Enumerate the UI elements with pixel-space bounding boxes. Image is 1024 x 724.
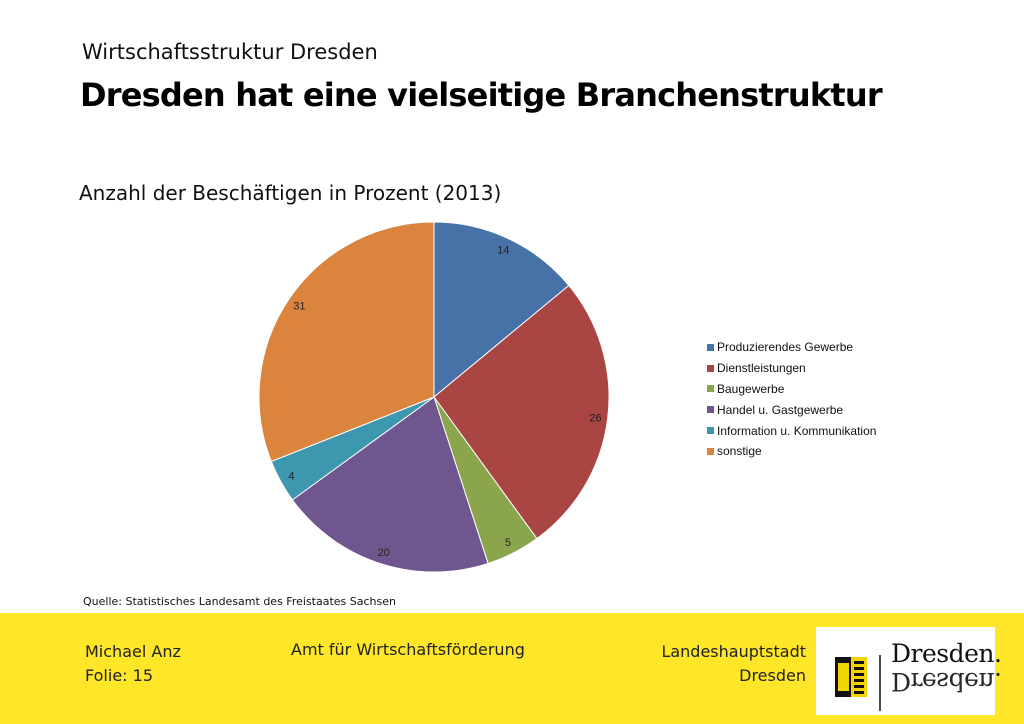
- logo-wordmark: Dresden.: [891, 639, 1002, 668]
- footer-slide-number: Folie: 15: [85, 666, 153, 685]
- pie-data-label: 26: [589, 412, 601, 424]
- legend-swatch: [707, 343, 714, 351]
- source-note: Quelle: Statistisches Landesamt des Frei…: [83, 595, 396, 608]
- footer-city-block: Landeshauptstadt Dresden: [600, 640, 806, 688]
- pie-slice-2: [433, 284, 610, 540]
- legend-swatch: [707, 364, 714, 372]
- slide-supertitle: Wirtschaftsstruktur Dresden: [82, 40, 378, 64]
- legend-item: Handel u. Gastgewerbe: [707, 399, 876, 420]
- legend-swatch: [707, 427, 714, 435]
- footer-city-line1: Landeshauptstadt: [661, 642, 806, 661]
- legend-label: Baugewerbe: [717, 381, 785, 396]
- legend-item: Dienstleistungen: [707, 358, 876, 379]
- legend-label: Dienstleistungen: [717, 361, 806, 376]
- chart-legend: Produzierendes Gewerbe Dienstleistungen Ba…: [707, 337, 876, 462]
- legend-swatch: [707, 406, 714, 414]
- footer-department: Amt für Wirtschaftsförderung: [291, 640, 525, 659]
- slide-title: Dresden hat eine vielseitige Branchenstr…: [80, 76, 883, 114]
- logo-wordmark-reflection: Dresden.: [891, 667, 1002, 696]
- chart-title: Anzahl der Beschäftigen in Prozent (2013…: [79, 181, 502, 205]
- legend-item: sonstige: [707, 441, 876, 462]
- dresden-coat-of-arms-icon: [835, 655, 881, 711]
- footer-bar: Michael Anz Folie: 15 Amt für Wirtschaft…: [0, 613, 1024, 724]
- footer-author-block: Michael Anz Folie: 15: [85, 640, 181, 688]
- legend-label: Produzierendes Gewerbe: [717, 340, 854, 355]
- pie-data-label: 4: [288, 470, 294, 482]
- legend-label: sonstige: [717, 444, 762, 459]
- legend-swatch: [707, 447, 714, 455]
- legend-label: Handel u. Gastgewerbe: [717, 402, 844, 417]
- legend-label: Information u. Kommunikation: [717, 423, 877, 438]
- legend-item: Produzierendes Gewerbe: [707, 337, 876, 358]
- pie-data-label: 31: [293, 301, 305, 313]
- pie-data-label: 14: [497, 245, 509, 257]
- footer-author: Michael Anz: [85, 642, 181, 661]
- footer-city-line2: Dresden: [739, 666, 806, 685]
- pie-slice-6: [258, 221, 435, 463]
- pie-slice-4: [291, 396, 489, 573]
- legend-item: Information u. Kommunikation: [707, 420, 876, 441]
- dresden-logo: Dresden. Dresden.: [816, 627, 1002, 715]
- legend-swatch: [707, 385, 714, 393]
- pie-data-label: 20: [378, 547, 390, 559]
- pie-slice-1: [433, 221, 570, 399]
- pie-data-label: 5: [505, 537, 511, 549]
- legend-item: Baugewerbe: [707, 379, 876, 400]
